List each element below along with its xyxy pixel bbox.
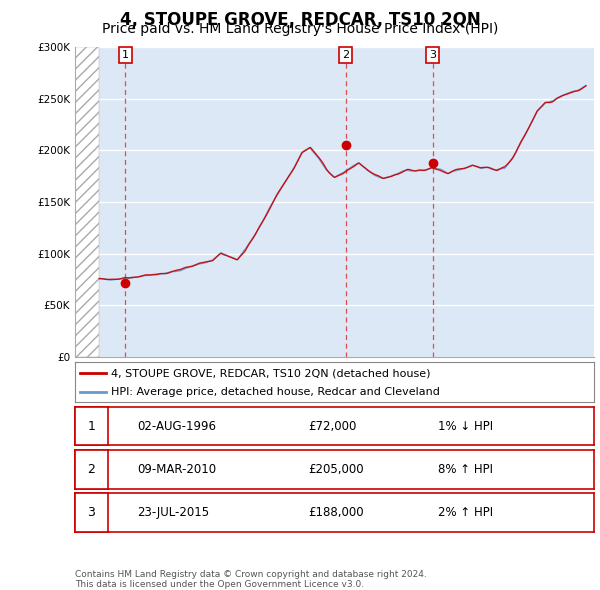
Text: 3: 3 bbox=[88, 506, 95, 519]
Text: 1% ↓ HPI: 1% ↓ HPI bbox=[438, 419, 493, 433]
Text: 09-MAR-2010: 09-MAR-2010 bbox=[137, 463, 217, 476]
Text: 3: 3 bbox=[429, 50, 436, 60]
Text: 4, STOUPE GROVE, REDCAR, TS10 2QN: 4, STOUPE GROVE, REDCAR, TS10 2QN bbox=[119, 11, 481, 29]
Text: 4, STOUPE GROVE, REDCAR, TS10 2QN (detached house): 4, STOUPE GROVE, REDCAR, TS10 2QN (detac… bbox=[112, 369, 431, 379]
Text: 1: 1 bbox=[88, 419, 95, 433]
Text: 02-AUG-1996: 02-AUG-1996 bbox=[137, 419, 216, 433]
Text: £72,000: £72,000 bbox=[308, 419, 357, 433]
Text: 2: 2 bbox=[88, 463, 95, 476]
Text: £188,000: £188,000 bbox=[308, 506, 364, 519]
Bar bbox=[75, 47, 100, 357]
Text: £205,000: £205,000 bbox=[308, 463, 364, 476]
Text: 23-JUL-2015: 23-JUL-2015 bbox=[137, 506, 209, 519]
Text: 1: 1 bbox=[122, 50, 129, 60]
Text: 8% ↑ HPI: 8% ↑ HPI bbox=[438, 463, 493, 476]
Text: 2: 2 bbox=[342, 50, 349, 60]
Text: HPI: Average price, detached house, Redcar and Cleveland: HPI: Average price, detached house, Redc… bbox=[112, 388, 440, 397]
Text: Price paid vs. HM Land Registry's House Price Index (HPI): Price paid vs. HM Land Registry's House … bbox=[102, 22, 498, 37]
Text: Contains HM Land Registry data © Crown copyright and database right 2024.
This d: Contains HM Land Registry data © Crown c… bbox=[75, 570, 427, 589]
Text: 2% ↑ HPI: 2% ↑ HPI bbox=[438, 506, 493, 519]
